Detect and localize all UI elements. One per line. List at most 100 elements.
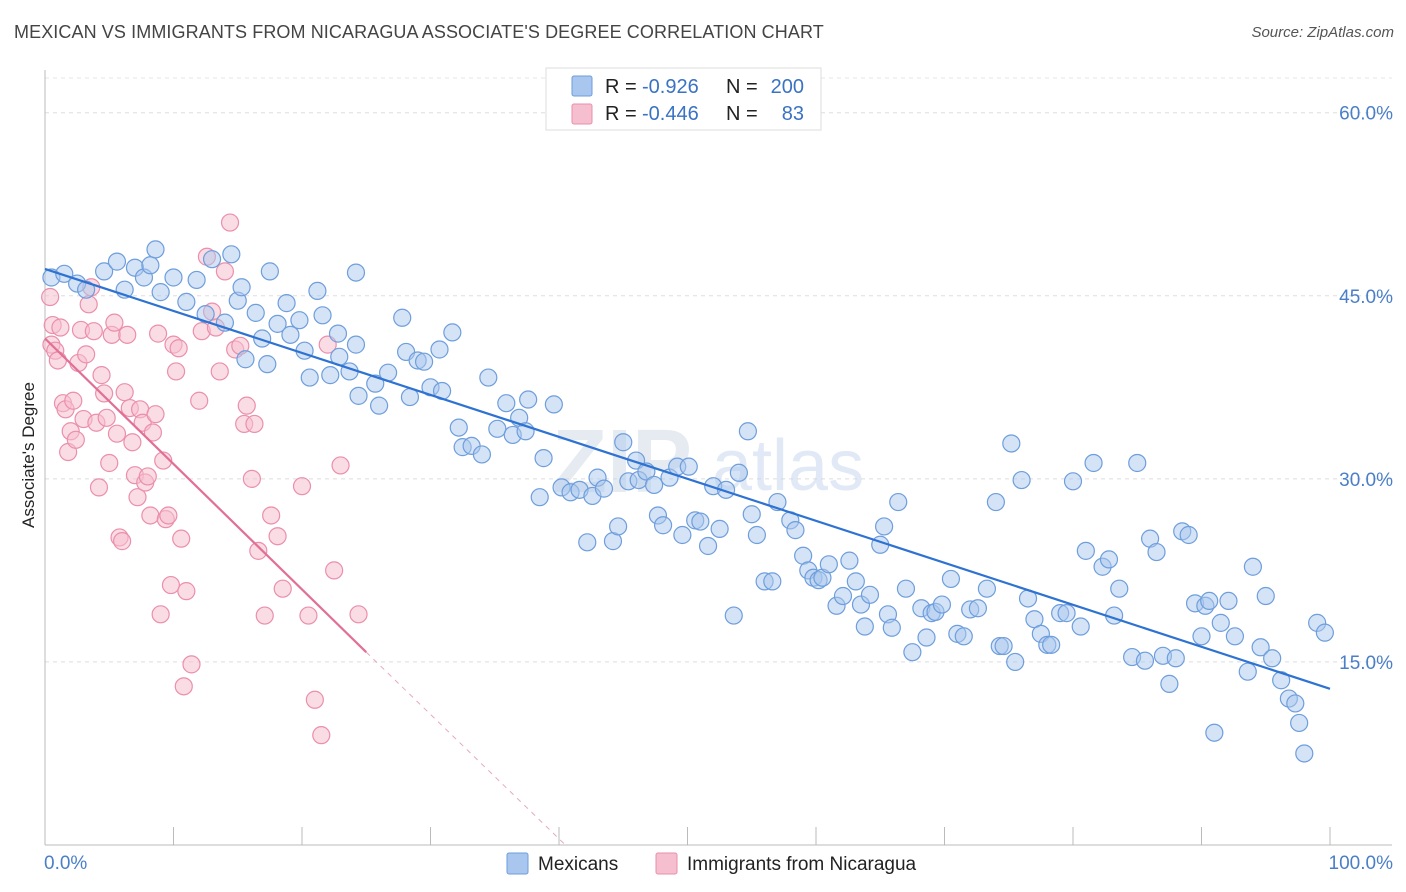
blue-point — [300, 368, 319, 387]
blue-point — [691, 512, 710, 531]
blue-points — [42, 240, 1334, 763]
blue-point — [889, 492, 908, 512]
blue-point — [366, 374, 385, 393]
x-tick-label-0: 0.0% — [44, 853, 87, 874]
blue-point — [1006, 652, 1025, 672]
blue-point — [738, 422, 757, 441]
legend-n-value-1: 200 — [771, 76, 804, 98]
blue-point — [328, 324, 348, 343]
blue-point — [258, 355, 277, 374]
blue-point — [742, 505, 761, 524]
pink-point — [51, 318, 70, 337]
bottom-legend-label-mexicans: Mexicans — [538, 854, 618, 875]
blue-point — [1012, 470, 1031, 490]
blue-point — [747, 525, 766, 545]
blue-point — [77, 280, 96, 299]
pink-point — [161, 575, 181, 595]
blue-point — [855, 617, 874, 636]
legend-r-value-2: -0.446 — [642, 103, 699, 125]
blue-point — [497, 394, 516, 413]
pink-point — [182, 655, 201, 674]
blue-point — [430, 340, 449, 359]
blue-point — [917, 628, 936, 647]
blue-point — [236, 350, 255, 369]
blue-point — [321, 366, 340, 385]
pink-point — [118, 325, 137, 344]
blue-point — [941, 569, 961, 589]
blue-point — [875, 517, 894, 536]
blue-point — [954, 627, 973, 646]
blue-point — [202, 250, 222, 269]
blue-point — [644, 475, 664, 495]
blue-point — [393, 308, 412, 327]
axes — [44, 70, 1392, 846]
blue-point — [1099, 550, 1119, 569]
blue-point — [346, 263, 366, 282]
pink-point — [100, 453, 119, 473]
legend-n-label-1: N = — [726, 76, 758, 98]
blue-point — [833, 586, 853, 606]
blue-point — [1295, 744, 1314, 763]
pink-point — [141, 506, 160, 525]
pink-point — [245, 414, 264, 434]
blue-point — [882, 618, 901, 637]
pink-point — [154, 451, 173, 470]
blue-point — [260, 262, 279, 281]
pink-point — [159, 506, 178, 525]
blue-point — [1263, 649, 1282, 668]
legend-swatch-mexicans — [571, 75, 593, 97]
pink-point — [48, 351, 67, 370]
chart-source: Source: ZipAtlas.com — [1251, 24, 1394, 41]
blue-point — [1243, 557, 1263, 576]
top-legend: R = -0.926 N = 200 R = -0.446 N = 83 — [545, 67, 822, 131]
blue-point — [716, 480, 736, 499]
legend-n-label-2: N = — [726, 103, 758, 125]
pink-point — [151, 605, 170, 624]
pink-point — [172, 529, 191, 548]
blue-point — [253, 329, 272, 348]
blue-point — [1110, 579, 1129, 598]
blue-point — [679, 457, 698, 476]
trendline-mexicans — [44, 267, 1331, 690]
blue-point — [1147, 542, 1166, 562]
y-tick-label-3: 60.0% — [1339, 104, 1393, 125]
pink-point — [138, 467, 157, 486]
blue-point — [1290, 713, 1309, 733]
blue-point — [349, 386, 368, 405]
blue-point — [1071, 617, 1090, 636]
pink-point — [299, 606, 318, 625]
blue-point — [860, 585, 880, 604]
pink-point — [331, 456, 350, 475]
pink-point — [268, 527, 287, 546]
blue-point — [729, 463, 749, 482]
pink-point — [66, 430, 85, 449]
blue-point — [346, 335, 366, 354]
blue-point — [196, 304, 215, 324]
blue-point — [1286, 694, 1305, 713]
blue-point — [819, 555, 838, 574]
pink-point — [41, 287, 60, 307]
watermark: ZIP atlas — [552, 412, 864, 512]
blue-point — [232, 278, 251, 297]
blue-point — [177, 292, 196, 311]
blue-point — [840, 551, 859, 570]
blue-point — [370, 396, 389, 415]
blue-point — [1160, 674, 1179, 693]
pink-point — [249, 541, 268, 560]
pink-point — [166, 362, 186, 381]
blue-point — [1225, 627, 1245, 646]
pink-point — [123, 433, 142, 452]
blue-point — [968, 599, 988, 618]
blue-point — [698, 536, 718, 556]
blue-point — [107, 252, 127, 271]
blue-point — [1166, 649, 1185, 668]
pink-point — [349, 605, 368, 624]
y-tick-label-0: 15.0% — [1339, 653, 1393, 674]
legend-r-value-1: -0.926 — [642, 76, 699, 98]
pink-point — [215, 262, 234, 281]
blue-point — [594, 479, 614, 498]
blue-point — [1219, 591, 1238, 611]
blue-point — [308, 281, 327, 301]
pink-point — [84, 322, 103, 341]
